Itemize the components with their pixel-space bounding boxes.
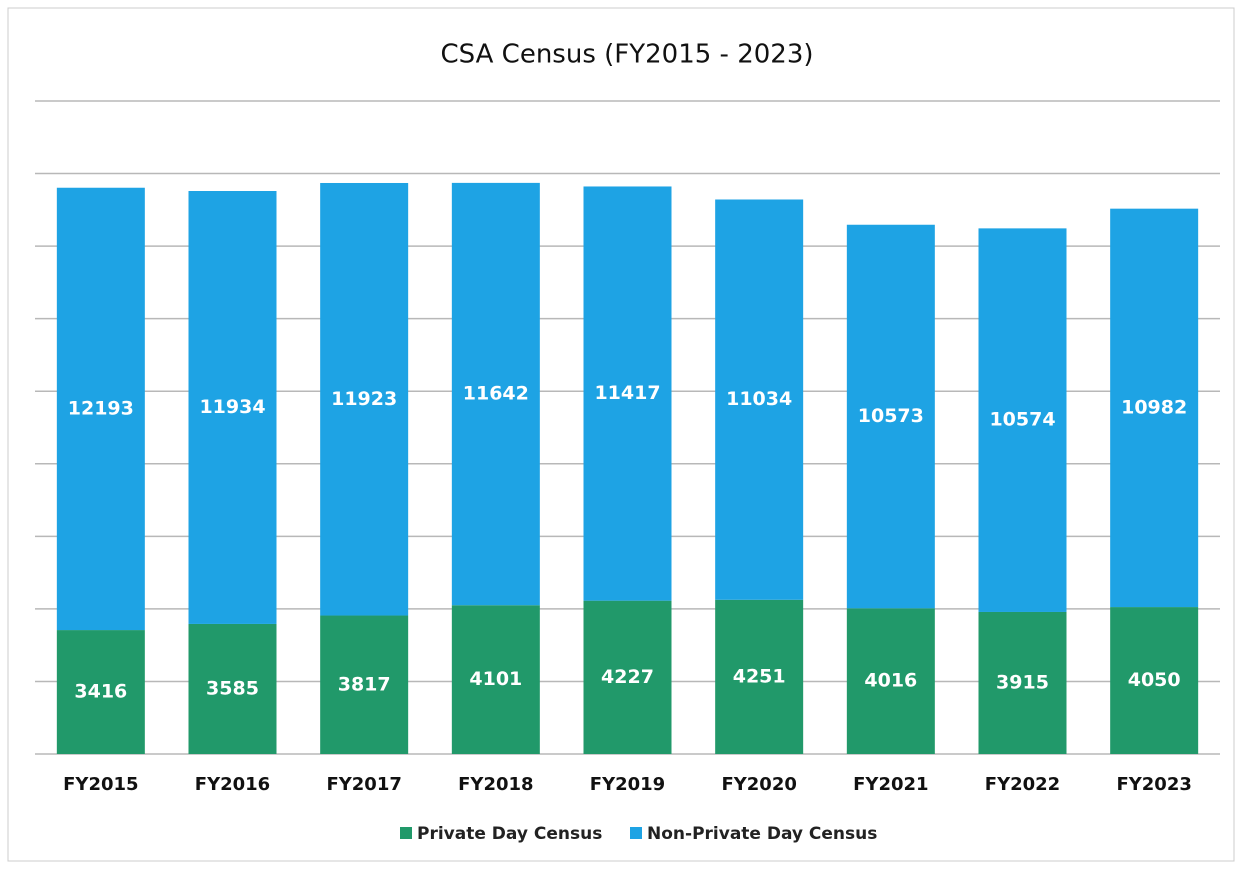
data-label: 11642 xyxy=(463,383,529,405)
x-tick-label: FY2019 xyxy=(590,774,665,795)
bar-segment xyxy=(320,182,409,616)
bar-segment xyxy=(715,199,804,600)
data-label: 10982 xyxy=(1121,396,1187,418)
bar-segment xyxy=(451,605,540,754)
bar-segment xyxy=(978,611,1067,754)
chart-border xyxy=(7,7,1235,862)
data-label: 11417 xyxy=(594,382,660,404)
legend-label: Private Day Census xyxy=(417,824,602,844)
data-label: 4016 xyxy=(864,670,917,692)
data-label: 10573 xyxy=(858,405,924,427)
chart-title: CSA Census (FY2015 - 2023) xyxy=(440,40,813,70)
legend-label: Non-Private Day Census xyxy=(647,824,877,844)
data-label: 3817 xyxy=(338,673,391,695)
x-tick-label: FY2023 xyxy=(1116,774,1191,795)
bar-segment xyxy=(583,600,672,754)
x-tick-label: FY2018 xyxy=(458,774,533,795)
bar-segment xyxy=(715,599,804,754)
data-label: 3416 xyxy=(74,681,127,703)
data-label: 4101 xyxy=(469,668,522,690)
bar-segment xyxy=(188,623,277,754)
data-label: 4227 xyxy=(601,666,654,688)
bar-segment xyxy=(188,191,277,624)
bar-segment xyxy=(1110,607,1199,754)
x-tick-label: FY2020 xyxy=(721,774,796,795)
bar-segment xyxy=(583,186,672,601)
legend-swatch xyxy=(630,827,642,839)
x-tick-label: FY2016 xyxy=(195,774,270,795)
x-tick-label: FY2015 xyxy=(63,774,138,795)
data-label: 3585 xyxy=(206,677,259,699)
x-tick-label: FY2021 xyxy=(853,774,928,795)
data-label: 11923 xyxy=(331,388,397,410)
bar-segment xyxy=(978,228,1067,612)
data-label: 3915 xyxy=(996,671,1049,693)
x-tick-label: FY2022 xyxy=(985,774,1060,795)
x-tick-label: FY2017 xyxy=(326,774,401,795)
bar-segment xyxy=(846,224,935,609)
data-label: 10574 xyxy=(989,409,1055,431)
bar-segment xyxy=(846,608,935,754)
bar-segment xyxy=(451,182,540,606)
bar-segment xyxy=(320,615,409,754)
data-label: 11934 xyxy=(199,396,265,418)
bar-segment xyxy=(56,187,145,631)
legend-swatch xyxy=(400,827,412,839)
bar-segment xyxy=(1110,208,1199,608)
data-label: 4251 xyxy=(733,665,786,687)
bar-segment xyxy=(56,630,145,754)
data-label: 4050 xyxy=(1128,669,1181,691)
data-label: 11034 xyxy=(726,388,792,410)
data-label: 12193 xyxy=(68,397,134,419)
